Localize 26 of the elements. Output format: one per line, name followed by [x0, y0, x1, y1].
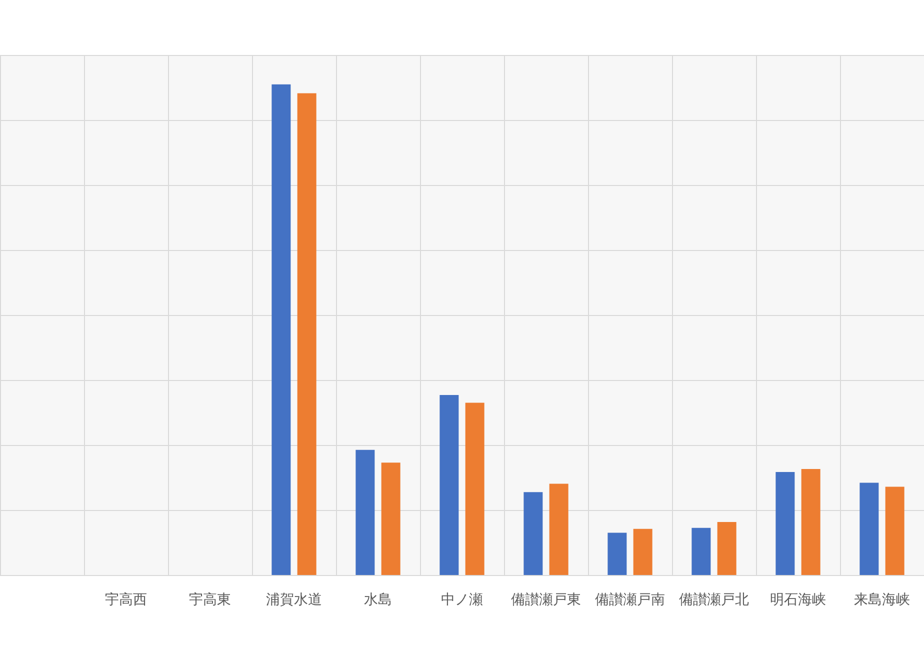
bar: [524, 492, 543, 575]
bar: [381, 462, 400, 575]
x-tick-label: 水島: [364, 592, 392, 608]
bar: [717, 522, 736, 575]
x-tick-label: 宇高東: [189, 592, 231, 608]
bar: [356, 450, 375, 575]
x-tick-label: 宇高西: [105, 592, 147, 608]
bar: [440, 394, 459, 575]
x-tick-label: 中ノ瀬: [441, 592, 483, 608]
x-tick-label: 備讃瀬戸北: [679, 592, 749, 608]
bar: [860, 482, 879, 575]
x-tick-label: 備讃瀬戸南: [595, 592, 665, 608]
bar: [692, 528, 711, 575]
x-tick-label: 明石海峡: [770, 592, 826, 608]
x-tick-label: 備讃瀬戸東: [511, 592, 581, 608]
bar: [549, 484, 568, 575]
bar: [776, 472, 795, 575]
bar: [297, 93, 316, 575]
bar: [608, 532, 627, 575]
bar: [465, 402, 484, 575]
bar: [272, 84, 291, 575]
x-tick-label: 来島海峡: [854, 592, 910, 608]
bar: [801, 469, 820, 575]
bar: [633, 528, 652, 575]
x-tick-label: 浦賀水道: [266, 592, 322, 608]
bar: [885, 486, 904, 575]
